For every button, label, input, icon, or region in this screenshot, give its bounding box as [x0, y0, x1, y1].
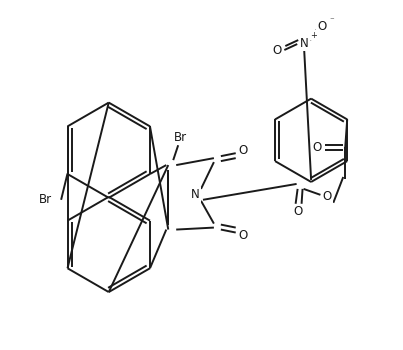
Text: Br: Br [174, 131, 187, 144]
Text: O: O [273, 44, 282, 57]
Text: O: O [318, 20, 327, 33]
Text: +: + [310, 30, 316, 40]
Text: O: O [238, 144, 247, 157]
Text: O: O [323, 190, 332, 203]
Text: O: O [313, 141, 322, 154]
Text: ⁻: ⁻ [330, 17, 334, 26]
Text: N: N [300, 36, 309, 50]
Text: O: O [293, 205, 302, 218]
Text: Br: Br [39, 193, 52, 206]
Text: O: O [238, 229, 247, 242]
Text: N: N [191, 188, 199, 201]
